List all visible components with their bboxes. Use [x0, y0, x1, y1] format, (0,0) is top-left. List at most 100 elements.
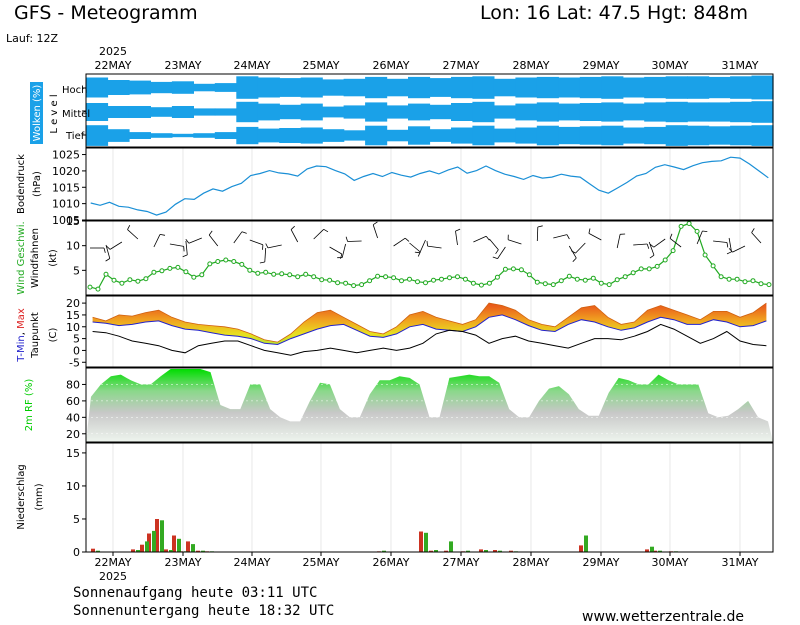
wind-speed-point: [702, 252, 708, 258]
cloud-cell: [386, 105, 409, 119]
wind-speed-point: [287, 272, 293, 278]
wind-barb: [536, 226, 539, 242]
cloud-cell: [451, 127, 474, 144]
cloud-cell: [279, 128, 302, 143]
wind-speed-point: [566, 273, 572, 279]
cloud-cell: [86, 103, 109, 121]
wind-barb-flag: [726, 242, 729, 248]
level-label-tief: Tief: [65, 131, 85, 142]
cloud-cell: [644, 76, 667, 99]
wind-speed-point: [247, 267, 253, 273]
wind-speed-point: [662, 257, 668, 263]
cloud-cell: [214, 83, 237, 92]
wind-barb: [653, 238, 666, 248]
wind-barb: [109, 241, 123, 250]
wind-speed-point: [127, 277, 133, 283]
wind-barb-flag: [127, 225, 131, 230]
wind-barb: [616, 234, 621, 249]
wind-speed-point: [622, 274, 628, 280]
y-tick-label: 20: [66, 297, 80, 310]
y-tick-label: 15: [66, 309, 80, 322]
cloud-cell: [365, 102, 388, 122]
y-tick-label: 40: [66, 411, 80, 424]
date-label-bottom: 22MAY: [95, 556, 132, 569]
cloud-cell: [687, 76, 710, 99]
wind-speed-point: [439, 276, 444, 282]
y-tick-label: 5: [73, 513, 80, 526]
wind-barb: [233, 231, 243, 244]
cloud-cell: [601, 76, 624, 99]
cloud-cell: [107, 106, 130, 118]
wind-barb-flag: [726, 251, 732, 255]
precip-bar: [484, 550, 488, 552]
cloud-cell: [343, 130, 366, 141]
cloud-cell: [193, 83, 216, 92]
wind-speed-point: [534, 279, 540, 285]
precip-bar: [91, 548, 95, 552]
wind-barb-flag: [485, 236, 490, 241]
date-label-bottom: 26MAY: [373, 556, 410, 569]
wind-barb-flag: [495, 249, 499, 255]
location-info: Lon: 16 Lat: 47.5 Hgt: 848m: [479, 2, 748, 24]
wind-barb-flag: [566, 234, 570, 240]
precip-bar: [145, 541, 149, 552]
precip-bar: [160, 520, 164, 552]
wind-barb-flag: [649, 243, 655, 248]
wind-speed-point: [638, 266, 644, 272]
y-tick-label: 0: [73, 344, 80, 357]
cloud-cell: [279, 78, 302, 97]
wind-barb: [713, 240, 728, 243]
wind-speed-point: [183, 269, 189, 275]
wind-speed-point: [686, 221, 692, 226]
wind-barb: [105, 244, 111, 259]
precip-bar: [186, 541, 190, 552]
wind-barb: [473, 235, 487, 243]
cloud-cell: [751, 75, 774, 100]
cloud-cell: [515, 127, 538, 144]
wind-speed-point: [606, 282, 612, 288]
y-tick-label: 15: [66, 215, 80, 228]
wind-speed-point: [502, 266, 508, 272]
wind-speed-point: [598, 280, 604, 286]
wind-speed-point: [303, 271, 309, 277]
wind-speed-point: [95, 286, 101, 292]
date-label-top: 31MAY: [722, 59, 759, 72]
precip-bar: [493, 550, 497, 552]
cloud-cell: [601, 125, 624, 146]
wind-barb-flag: [669, 233, 673, 239]
wind-barb: [633, 243, 648, 246]
cloud-cell: [708, 102, 731, 122]
wind-barb: [249, 239, 264, 246]
precipitation-panel-frame: [85, 442, 774, 553]
cloud-cell: [343, 105, 366, 119]
cloud-cell: [343, 78, 366, 97]
wind-speed-point: [151, 269, 157, 275]
pressure-panel-frame: [85, 147, 774, 221]
wind-speed-point: [518, 267, 524, 273]
date-label-bottom: 31MAY: [722, 556, 759, 569]
y-tick-label: 1015: [52, 181, 80, 194]
wind-speed-point: [614, 277, 620, 283]
wind-barb: [169, 243, 184, 247]
temp-unit-label: (C): [48, 328, 59, 343]
cloud-cell: [150, 107, 173, 117]
cloud-cell: [214, 132, 237, 139]
date-label-bottom: 28MAY: [513, 556, 550, 569]
wind-speed-point: [327, 277, 333, 283]
cloud-cell: [171, 81, 194, 94]
wind-barb-flag: [185, 239, 190, 244]
wind-speed-point: [335, 280, 341, 286]
precip-bar: [177, 538, 181, 552]
cloud-cell: [493, 128, 516, 143]
wind-barb-flag: [241, 231, 247, 234]
precip-bar: [96, 550, 100, 552]
website-credit[interactable]: www.wetterzentrale.de: [582, 609, 745, 625]
wind-speed-point: [255, 270, 261, 276]
cloud-cell: [86, 77, 109, 98]
wind-barb-flag: [290, 225, 295, 230]
cloud-cell: [730, 125, 753, 146]
temperature-panel-frame: [85, 295, 774, 368]
wind-speed-point: [510, 266, 516, 272]
wind-speed-point: [271, 271, 277, 277]
wind-barb: [341, 243, 346, 258]
